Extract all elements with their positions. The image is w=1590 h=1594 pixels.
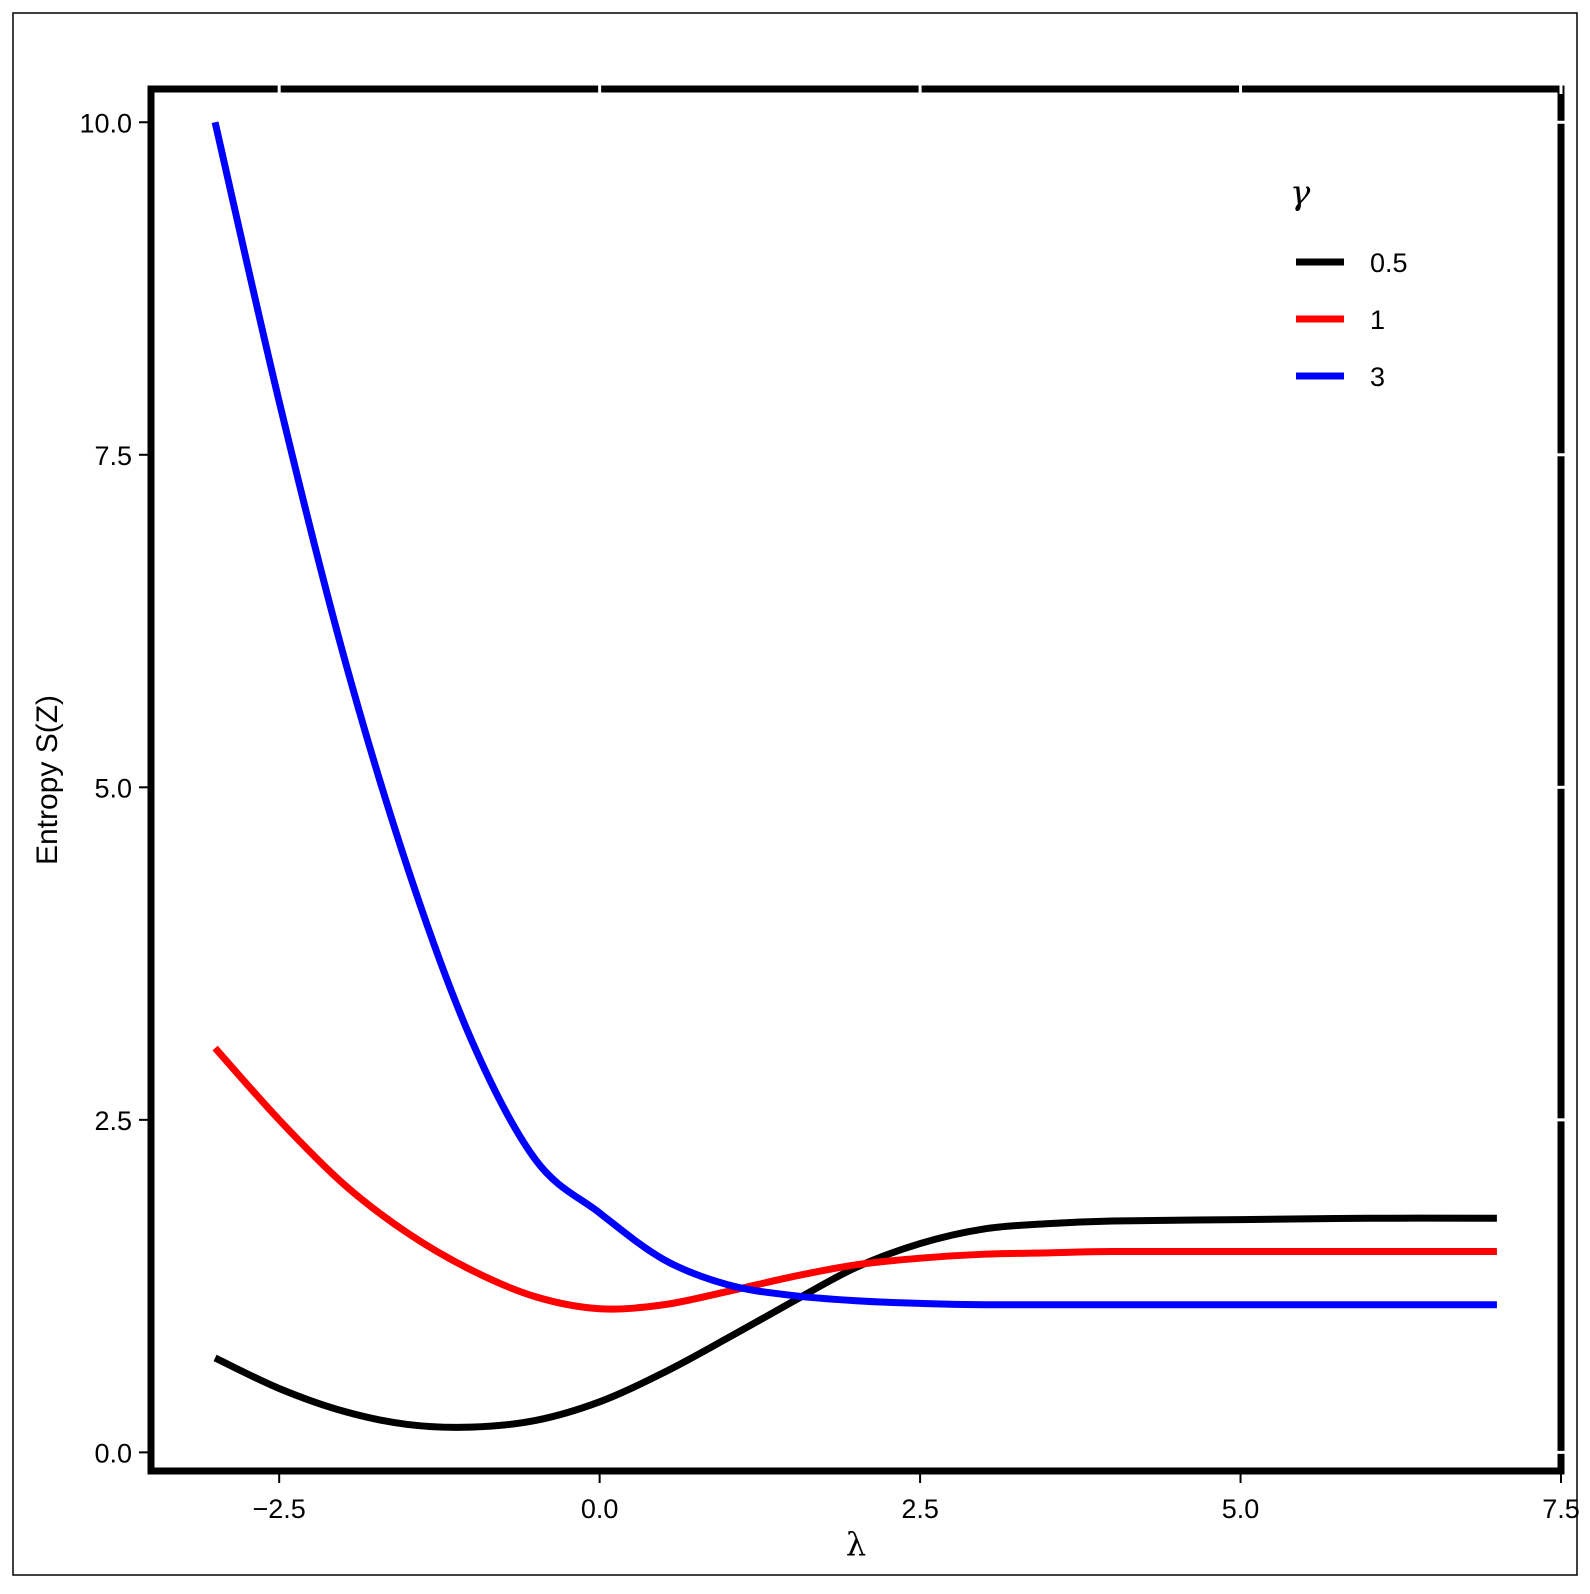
plot-panel-border [147,85,1565,1475]
legend-title: γ [1290,173,1311,213]
outer-frame [12,12,1578,1576]
y-tick-label: 5.0 [94,773,132,803]
legend-label-1: 1 [1370,305,1385,335]
axis-ticks [139,84,1566,1483]
legend-label-3: 3 [1370,362,1385,392]
y-tick-label: 0.0 [94,1438,132,1468]
x-tick-label: −2.5 [253,1494,306,1524]
series-line-3 [211,121,1497,1309]
x-tick-label: 2.5 [901,1494,939,1524]
x-tick-label: 7.5 [1542,1494,1580,1524]
legend-label-0.5: 0.5 [1370,248,1408,278]
legend-entries: 0.5 1 3 [1296,248,1408,392]
y-tick-label: 10.0 [79,108,132,138]
tick-labels: −2.5 0.0 2.5 5.0 7.5 0.0 2.5 5.0 7.5 10.0 [79,108,1579,1524]
x-axis-label: λ [846,1525,866,1563]
y-tick-label: 7.5 [94,441,132,471]
x-tick-label: 5.0 [1222,1494,1260,1524]
x-tick-label: 0.0 [581,1494,619,1524]
series-line-0.5 [213,1214,1497,1431]
y-tick-label: 2.5 [94,1106,132,1136]
series-line-1 [212,1045,1497,1313]
y-axis-label: Entropy S(Z) [31,695,64,865]
series-lines [211,121,1497,1431]
legend: γ 0.5 1 3 [1290,173,1408,392]
